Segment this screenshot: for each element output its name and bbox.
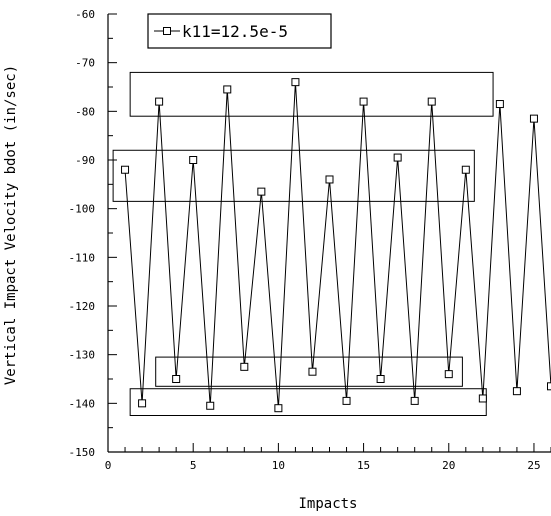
data-point — [308, 367, 317, 376]
data-point — [291, 78, 300, 87]
tick-layer: -60 -70 -80 -90 -100 -110 -120 -130 -140 -150 0 5 10… — [69, 8, 551, 472]
legend-label: k11=12.5e-5 — [182, 22, 288, 41]
data-point — [359, 97, 368, 106]
y-tick-label: -70 — [75, 57, 95, 70]
y-tick-label: -130 — [69, 349, 96, 362]
data-point — [342, 396, 351, 405]
data-point — [547, 382, 551, 391]
data-point — [240, 362, 249, 371]
y-axis-title: Vertical Impact Velocity bdot (in/sec) — [3, 65, 19, 385]
highlight-box — [112, 149, 475, 202]
data-point — [478, 394, 487, 403]
y-tick-label: -110 — [69, 251, 96, 264]
x-axis-title: Impacts — [298, 496, 357, 512]
data-point — [376, 375, 385, 383]
data-point — [206, 401, 215, 410]
series-layer — [121, 78, 551, 413]
data-point — [274, 404, 283, 413]
y-tick-label: -150 — [69, 446, 96, 459]
series-line — [124, 82, 551, 409]
data-point — [461, 165, 470, 174]
x-tick-label: 10 — [272, 459, 285, 472]
data-point — [427, 97, 436, 106]
x-tick-label: 0 — [105, 459, 112, 472]
x-tick-label: 25 — [527, 459, 540, 472]
y-tick-label: -120 — [69, 300, 96, 313]
data-point — [121, 165, 130, 174]
highlight-box — [155, 356, 463, 387]
highlight-box — [129, 388, 487, 417]
y-tick-label: -60 — [75, 8, 95, 21]
data-point — [138, 399, 147, 408]
data-point — [189, 156, 198, 164]
legend-marker — [163, 27, 171, 35]
data-point — [495, 100, 504, 109]
highlight-box — [129, 71, 494, 117]
data-point — [393, 153, 402, 162]
x-tick-label: 20 — [442, 459, 455, 472]
x-tick-label: 5 — [190, 459, 197, 472]
data-point — [257, 187, 266, 196]
data-point — [155, 97, 164, 106]
y-tick-label: -100 — [69, 203, 96, 216]
data-point — [444, 370, 453, 379]
legend: k11=12.5e-5 — [147, 13, 332, 49]
x-tick-label: 15 — [357, 459, 370, 472]
annotation-boxes — [112, 71, 494, 417]
y-tick-label: -90 — [75, 154, 95, 167]
y-tick-label: -80 — [75, 105, 95, 118]
y-tick-label: -140 — [69, 397, 96, 410]
data-point — [223, 85, 232, 94]
data-point — [172, 375, 181, 383]
data-point — [325, 175, 334, 184]
data-point — [512, 387, 521, 396]
data-point — [529, 114, 538, 123]
data-point — [410, 396, 419, 405]
